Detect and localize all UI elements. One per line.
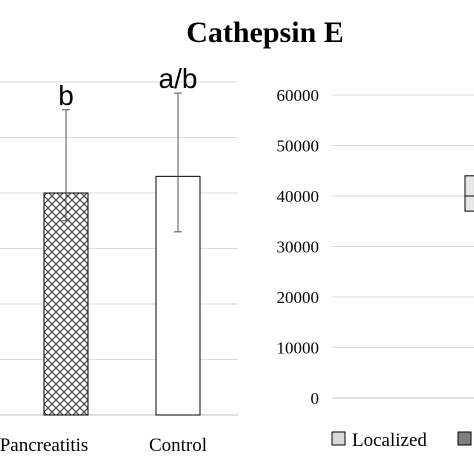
right-partial-box — [464, 175, 474, 212]
legend-swatch-localized — [331, 431, 346, 446]
box-body — [464, 175, 474, 212]
y-tick-label: 10000 — [277, 339, 320, 358]
chart-title: Cathepsin E — [186, 16, 344, 49]
right-gridlines — [332, 94, 474, 399]
y-tick-label: 40000 — [277, 187, 320, 206]
left-category-labels: Pancreatitis Control — [0, 435, 207, 456]
y-tick-label: 30000 — [277, 238, 320, 257]
y-tick-label: 0 — [311, 389, 320, 408]
left-gridlines — [0, 81, 238, 416]
left-bars — [43, 175, 201, 416]
left-bar-chart: b a/b Pancreatitis Control — [0, 63, 238, 456]
y-tick-label: 60000 — [277, 86, 320, 105]
category-label: Pancreatitis — [0, 435, 88, 456]
right-chart: 0 10000 20000 30000 40000 50000 60000 Localize… — [277, 86, 474, 451]
significance-label: b — [58, 80, 74, 111]
left-significance-labels: b a/b — [58, 63, 197, 111]
y-tick-label: 20000 — [277, 288, 320, 307]
significance-label: a/b — [159, 63, 198, 94]
legend-label-localized: Localized — [352, 430, 427, 451]
y-tick-label: 50000 — [277, 137, 320, 156]
bar-pancreatitis — [43, 192, 89, 416]
legend-swatch-second — [457, 431, 472, 446]
right-legend: Localized — [331, 430, 472, 451]
category-label: Control — [149, 435, 207, 456]
right-y-tick-labels: 0 10000 20000 30000 40000 50000 60000 — [277, 86, 320, 408]
left-error-bars — [62, 92, 182, 233]
